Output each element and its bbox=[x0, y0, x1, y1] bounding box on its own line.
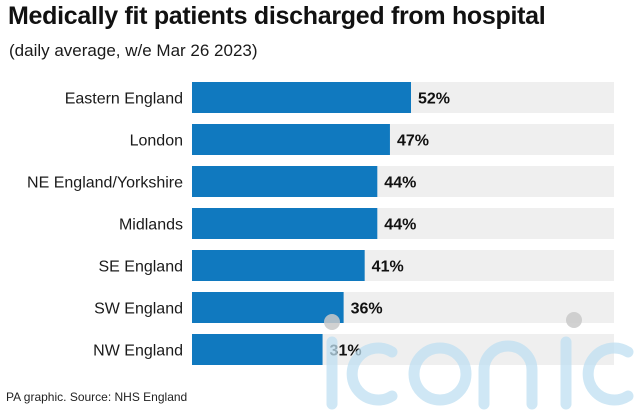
source-note: PA graphic. Source: NHS England bbox=[6, 390, 188, 404]
category-label-nw-england: NW England bbox=[93, 343, 183, 360]
value-label-ne-england-yorkshire: 44% bbox=[384, 175, 416, 192]
category-label-ne-england-yorkshire: NE England/Yorkshire bbox=[27, 175, 183, 192]
chart-title: Medically fit patients discharged from h… bbox=[8, 2, 546, 30]
bar-nw-england bbox=[192, 334, 323, 365]
category-label-eastern-england: Eastern England bbox=[65, 91, 183, 108]
bar-eastern-england bbox=[192, 82, 411, 113]
value-label-london: 47% bbox=[397, 133, 429, 150]
value-label-eastern-england: 52% bbox=[418, 91, 450, 108]
category-label-se-england: SE England bbox=[98, 259, 183, 276]
bar-ne-england-yorkshire bbox=[192, 166, 378, 197]
value-label-sw-england: 36% bbox=[351, 301, 383, 318]
bar-se-england bbox=[192, 250, 365, 281]
chart-subtitle: (daily average, w/e Mar 26 2023) bbox=[9, 41, 258, 60]
category-label-midlands: Midlands bbox=[119, 217, 183, 234]
bar-midlands bbox=[192, 208, 378, 239]
value-label-midlands: 44% bbox=[384, 217, 416, 234]
category-label-london: London bbox=[130, 133, 183, 150]
value-label-nw-england: 31% bbox=[330, 343, 362, 360]
bar-sw-england bbox=[192, 292, 344, 323]
bar-london bbox=[192, 124, 390, 155]
category-label-sw-england: SW England bbox=[94, 301, 183, 318]
value-label-se-england: 41% bbox=[372, 259, 404, 276]
